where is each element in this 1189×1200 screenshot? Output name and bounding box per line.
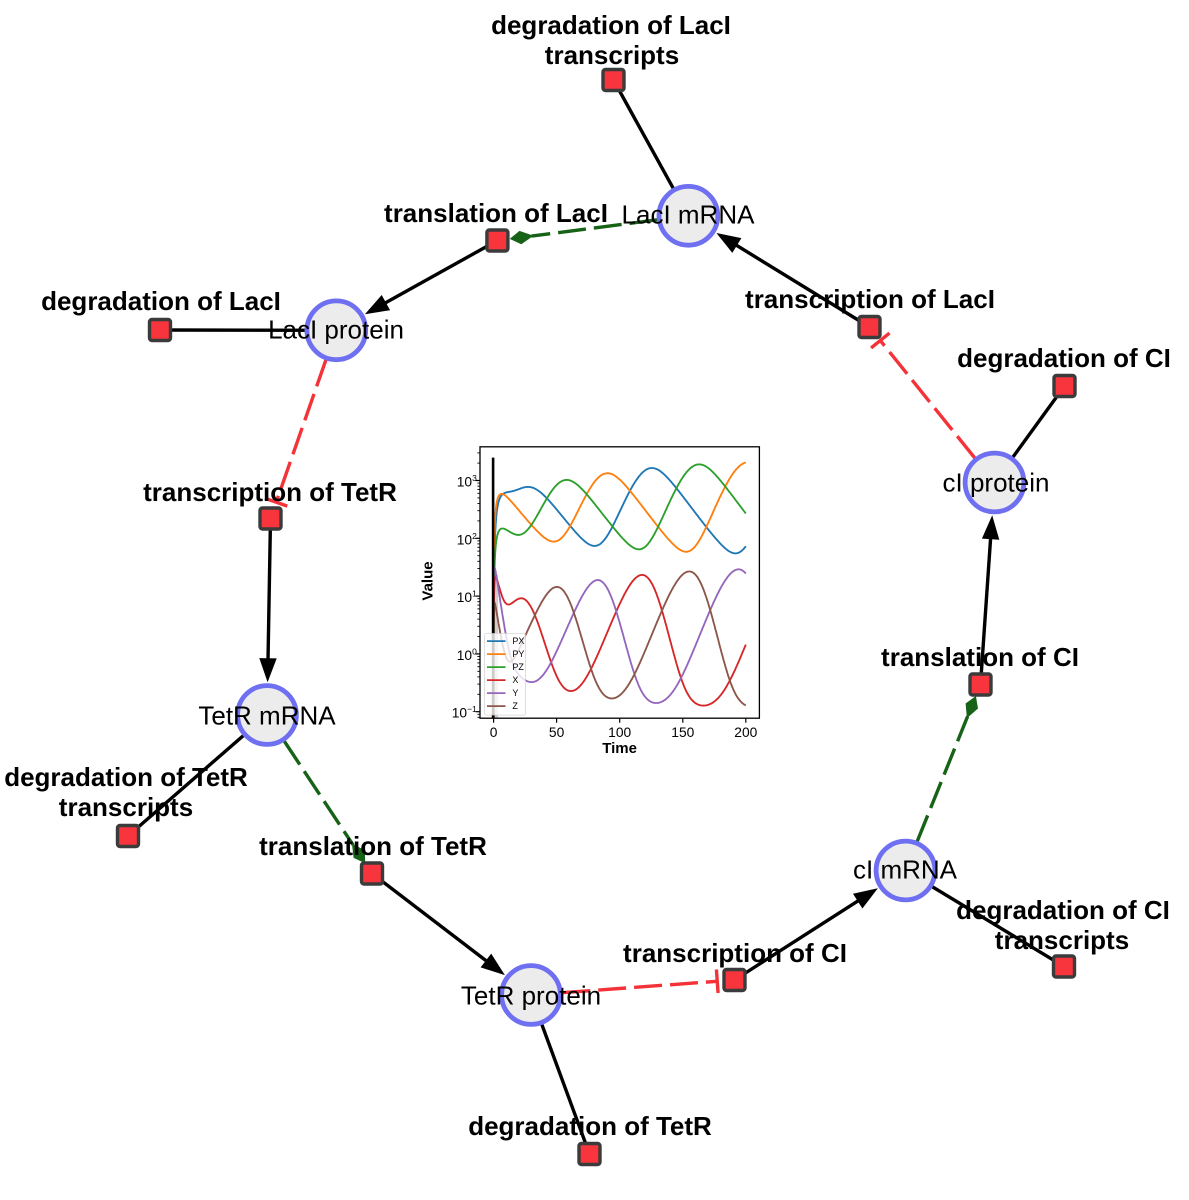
svg-text:200: 200	[734, 725, 757, 740]
svg-text:150: 150	[671, 725, 694, 740]
svg-text:transcription of TetR: transcription of TetR	[143, 477, 397, 507]
svg-text:transcripts: transcripts	[59, 792, 193, 822]
svg-text:100: 100	[457, 646, 477, 663]
svg-text:100: 100	[608, 725, 631, 740]
svg-text:transcripts: transcripts	[545, 40, 679, 70]
svg-text:Time: Time	[602, 740, 637, 757]
svg-text:transcripts: transcripts	[995, 925, 1129, 955]
svg-text:cI mRNA: cI mRNA	[853, 855, 958, 885]
svg-text:PY: PY	[512, 649, 524, 659]
svg-text:TetR protein: TetR protein	[461, 981, 601, 1011]
svg-text:PX: PX	[512, 636, 524, 646]
svg-text:PZ: PZ	[512, 662, 524, 672]
svg-text:degradation of TetR: degradation of TetR	[468, 1111, 712, 1141]
svg-text:degradation of CI: degradation of CI	[956, 895, 1170, 925]
svg-text:degradation of CI: degradation of CI	[957, 343, 1171, 373]
svg-text:degradation of LacI: degradation of LacI	[491, 10, 731, 40]
svg-text:Y: Y	[512, 688, 518, 698]
svg-text:cI protein: cI protein	[943, 468, 1050, 498]
svg-text:degradation of LacI: degradation of LacI	[41, 286, 281, 316]
svg-text:50: 50	[549, 725, 565, 740]
svg-text:transcription of LacI: transcription of LacI	[745, 284, 995, 314]
svg-text:10−1: 10−1	[452, 704, 477, 721]
svg-text:LacI protein: LacI protein	[268, 315, 404, 345]
svg-text:X: X	[512, 675, 518, 685]
svg-text:translation of CI: translation of CI	[881, 642, 1079, 672]
svg-text:LacI mRNA: LacI mRNA	[622, 200, 756, 230]
svg-text:101: 101	[457, 589, 477, 606]
svg-text:Value: Value	[420, 561, 437, 600]
svg-text:translation of TetR: translation of TetR	[259, 831, 487, 861]
svg-text:translation of LacI: translation of LacI	[384, 198, 608, 228]
svg-text:TetR mRNA: TetR mRNA	[198, 701, 336, 731]
svg-text:103: 103	[457, 473, 477, 490]
svg-text:transcription of CI: transcription of CI	[623, 938, 847, 968]
svg-text:102: 102	[457, 531, 477, 548]
svg-text:0: 0	[490, 725, 498, 740]
svg-text:Z: Z	[512, 701, 518, 711]
svg-text:degradation of TetR: degradation of TetR	[4, 762, 248, 792]
